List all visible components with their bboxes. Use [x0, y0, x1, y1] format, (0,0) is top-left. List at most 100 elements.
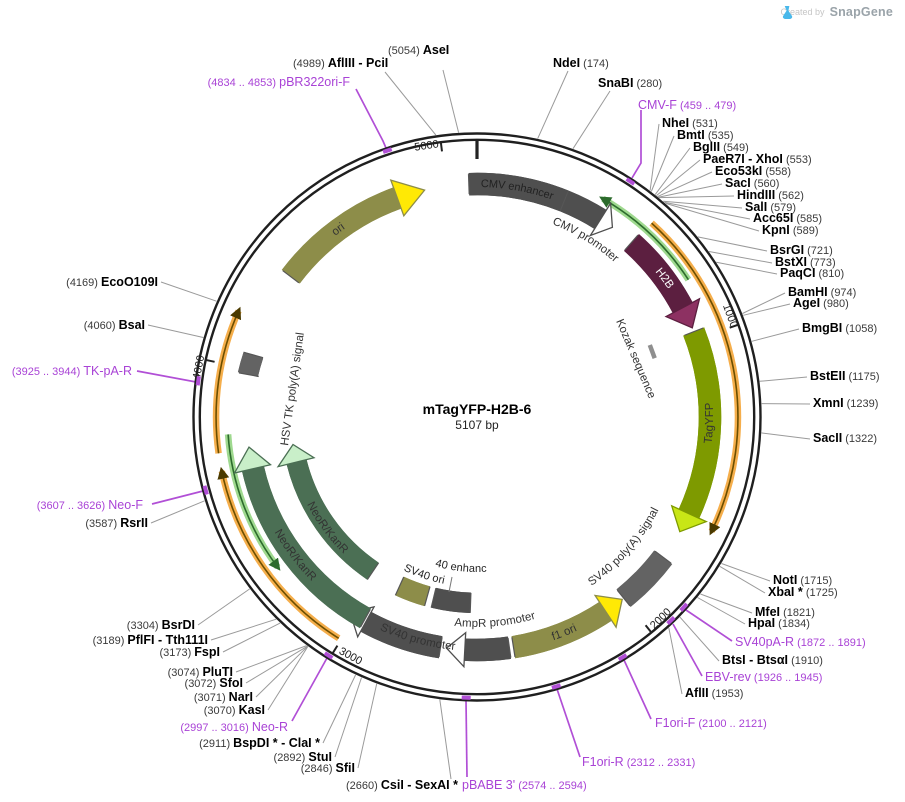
tick-label-4000: 4000: [191, 354, 207, 380]
site-EcoO109I: (4169) EcoO109I: [66, 275, 158, 290]
primer-tick: [323, 651, 334, 660]
plasmid-name: mTagYFP-H2B-6: [422, 401, 532, 417]
site-FspI: (3173) FspI: [159, 645, 220, 660]
site-BsaI: (4060) BsaI: [83, 318, 145, 333]
site-NarI: (3071) NarI: [193, 690, 253, 705]
site-BspDI-ClaI: (2911) BspDI * - ClaI *: [199, 736, 320, 751]
site-HindIII: HindIII (562): [737, 188, 804, 203]
site-SfoI: (3072) SfoI: [184, 676, 243, 691]
plasmid-title-block: mTagYFP-H2B-6 5107 bp: [423, 401, 532, 432]
primer-pBABE-3: pBABE 3' (2574 .. 2594): [462, 778, 587, 793]
site-BstEII: BstEII (1175): [810, 369, 880, 384]
site-Eco53kI: Eco53kI (558): [715, 164, 792, 179]
primer-ticks: [195, 147, 689, 700]
primer-leader-lines: [136, 88, 733, 778]
feature-neor-kanr-inner-arrowhead: [276, 443, 316, 468]
site-SfiI: (2846) SfiI: [300, 761, 355, 776]
site-KasI: (3070) KasI: [203, 703, 265, 718]
feature-ampr-promoter-arrowhead: [445, 631, 467, 669]
feature-cmv-promoter-arrowhead: [588, 201, 614, 237]
feature-tagyfp-arrowhead: [670, 504, 708, 533]
svg-text:TagYFP: TagYFP: [703, 402, 716, 444]
hsv-tk-polya-label: HSV TK poly(A) signal: [279, 332, 307, 447]
orf-arcs: [212, 195, 742, 642]
site-BmtI: BmtI (535): [677, 128, 734, 143]
snapgene-logo-icon: [782, 6, 792, 19]
feature-neor-kanr-outer-arrowhead: [233, 446, 272, 474]
primer-tick: [617, 653, 628, 662]
site-KpnI: KpnI (589): [762, 223, 819, 238]
ring-outer: [192, 132, 762, 702]
primer-tick: [551, 683, 562, 690]
ring-inner: [198, 138, 756, 696]
site-RsrII: (3587) RsrII: [85, 516, 148, 531]
feature-end-caps: [238, 174, 704, 658]
site-PaeR7I-XhoI: PaeR7I - XhoI (553): [703, 152, 812, 167]
tick-label-5000: 5000: [414, 138, 440, 153]
features: [233, 179, 710, 669]
site-PluTI: (3074) PluTI: [167, 665, 233, 680]
site-BmgBI: BmgBI (1058): [802, 321, 878, 336]
primer-SV40pA-R: SV40pA-R (1872 .. 1891): [735, 635, 866, 650]
primer-tick: [195, 376, 201, 386]
primer-tick: [625, 177, 636, 186]
site-BtsI-BtsaI: BtsI - BtsαI (1910): [722, 653, 823, 668]
scale-tick-labels: 1000 2000 3000 4000 5000: [191, 138, 740, 667]
created-by-text: Created by: [780, 7, 825, 17]
site-HpaI: HpaI (1834): [748, 616, 810, 631]
primer-F1ori-R: F1ori-R (2312 .. 2331): [582, 755, 696, 770]
site-BsrGI: BsrGI (721): [770, 243, 833, 258]
enzyme-leader-lines: [147, 69, 811, 780]
primer-pBR322ori-F: (4834 .. 4853) pBR322ori-F: [207, 75, 350, 90]
feature-ori-arrowhead: [389, 179, 426, 218]
watermark: Created by SnapGene: [781, 5, 893, 19]
site-SacII: SacII (1322): [813, 431, 878, 446]
site-AgeI: AgeI (980): [793, 296, 849, 311]
primer-tick: [382, 147, 393, 154]
primer-TK-pA-R: (3925 .. 3944) TK-pA-R: [11, 364, 132, 379]
scale-ticks: [205, 140, 740, 655]
plasmid-length: 5107 bp: [455, 418, 499, 432]
site-SalI: SalI (579): [745, 200, 796, 215]
feature-kozak-mark: [647, 344, 657, 359]
site-XbaI: XbaI * (1725): [768, 585, 838, 600]
kozak-label: Kozak sequence: [613, 317, 657, 400]
site-PaqCI: PaqCI (810): [780, 266, 845, 281]
site-BglII: BglII (549): [693, 140, 749, 155]
site-AflIII-PciI: (4989) AflIII - PciI: [293, 56, 389, 71]
orf-arc-left-orange-b: [212, 309, 242, 454]
site-NotI: NotI (1715): [773, 573, 833, 588]
site-CsiI-SexAI: (2660) CsiI - SexAI *: [346, 778, 458, 793]
primer-Neo-R: (2997 .. 3016) Neo-R: [180, 720, 288, 735]
site-BstXI: BstXI (773): [775, 255, 836, 270]
site-Acc65I: Acc65I (585): [753, 211, 823, 226]
site-NheI: NheI (531): [662, 116, 718, 131]
site-XmnI: XmnI (1239): [813, 396, 879, 411]
primer-tick: [679, 602, 689, 612]
feature-f1-ori-arrowhead: [593, 594, 623, 629]
site-BamHI: BamHI (974): [788, 285, 857, 300]
primer-CMV-F: CMV-F (459 .. 479): [638, 98, 737, 113]
primer-Neo-F: (3607 .. 3626) Neo-F: [36, 498, 143, 513]
primer-tick: [666, 615, 676, 626]
site-AseI: (5054) AseI: [388, 43, 450, 58]
neor-kanr-inner-label: NeoR/KanR: [304, 500, 350, 556]
site-BsrDI: (3304) BsrDI: [126, 618, 195, 633]
primer-EBV-rev: EBV-rev (1926 .. 1945): [705, 670, 823, 685]
site-AflII: AflII (1953): [685, 686, 744, 701]
site-SacI: SacI (560): [725, 176, 780, 191]
site-StuI: (2892) StuI: [273, 750, 332, 765]
snapgene-brand-text: SnapGene: [829, 5, 893, 19]
sv40-enhancer-label-leader: [448, 576, 453, 593]
tagyfp-label: TagYFP: [703, 402, 716, 444]
site-NdeI: NdeI (174): [553, 56, 609, 71]
site-PflFI-Tth111I: (3189) PflFI - Tth111I: [92, 633, 208, 648]
primer-tick: [202, 485, 209, 495]
feature-h2b-arrowhead: [664, 297, 701, 329]
site-MfeI: MfeI (1821): [755, 605, 815, 620]
svg-text:NeoR/KanR: NeoR/KanR: [304, 500, 350, 556]
primer-F1ori-F: F1ori-F (2100 .. 2121): [655, 716, 767, 731]
site-SnaBI: SnaBI (280): [598, 76, 663, 91]
